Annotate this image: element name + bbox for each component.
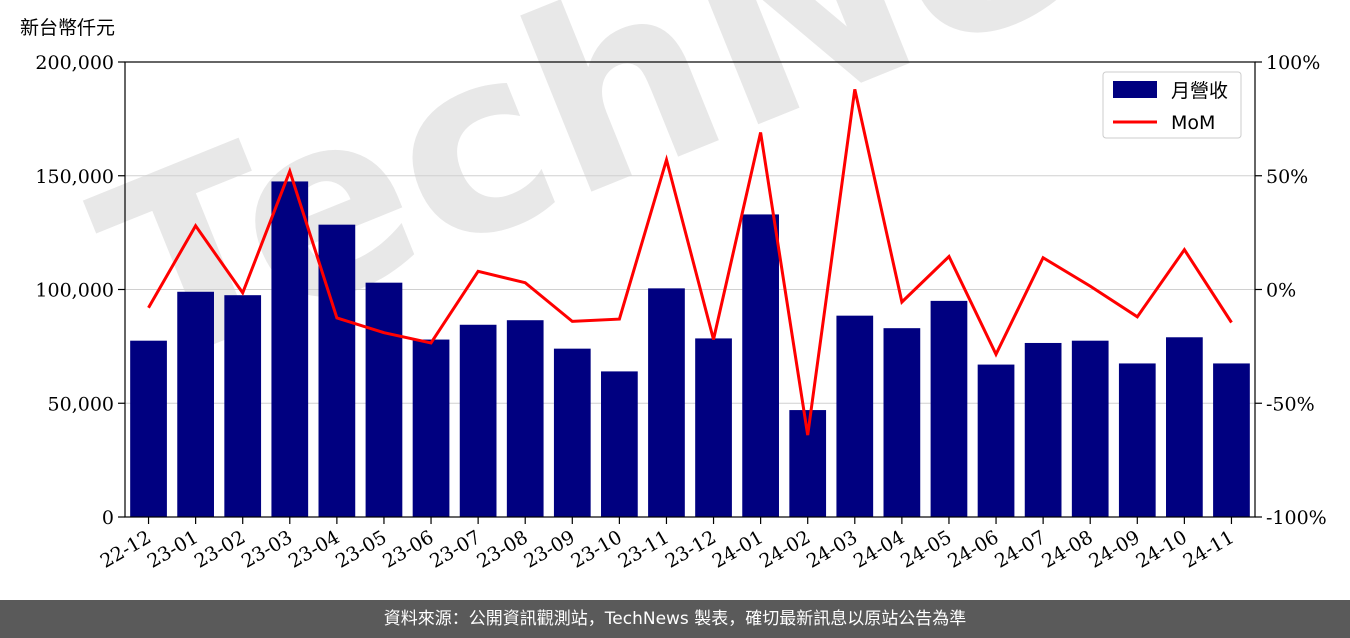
x-tick-label: 24-01 [709,526,767,572]
x-tick-label: 24-04 [850,526,908,572]
legend-label-monthly-revenue: 月營收 [1171,80,1228,102]
bar-series-monthly-revenue [130,181,1250,518]
x-tick-label: 23-01 [144,526,202,572]
x-tick-label: 23-05 [332,526,390,572]
x-tick-label: 24-02 [756,526,814,572]
legend: 月營收 MoM [1102,71,1242,139]
right-tick-label: 50% [1266,166,1308,188]
bar-24-10 [1166,337,1203,517]
x-tick-label: 24-10 [1132,526,1190,572]
bar-23-04 [318,224,356,517]
x-tick-label: 24-05 [897,526,955,572]
bar-23-12 [695,338,732,517]
y-axis-unit-label: 新台幣仟元 [20,17,115,39]
x-tick-label: 23-07 [426,526,484,572]
right-tick-label: -100% [1266,507,1327,529]
bar-23-05 [365,282,403,517]
bar-23-09 [553,348,591,517]
bar-23-02 [224,295,262,517]
x-tick-label: 24-06 [944,526,1002,572]
bar-24-09 [1118,363,1156,517]
x-tick-label: 24-11 [1180,526,1238,572]
x-tick-label: 24-03 [803,526,861,572]
bar-24-04 [883,328,921,517]
bar-23-07 [459,324,497,517]
revenue-mom-chart: TechNews 新台幣仟元 050,000100,000150,000200,… [20,0,1350,573]
x-tick-label: 22-12 [97,526,155,572]
left-tick-label: 100,000 [35,280,114,302]
mom-line [147,88,1233,436]
bar-23-10 [601,371,638,517]
left-tick-label: 0 [102,507,114,529]
bar-24-03 [836,315,874,517]
x-tick-label: 23-04 [285,526,343,572]
bar-23-03 [271,181,309,517]
bar-22-12 [130,340,167,517]
x-tick-label: 23-08 [473,526,531,572]
axes: 0 50,000 100,000 150,000 200,000 -100% -50% 0% 5… [35,52,1326,573]
bar-23-08 [506,320,544,517]
x-tick-label: 24-09 [1085,526,1143,572]
bar-23-01 [177,291,214,517]
x-tick-label: 23-03 [238,526,296,572]
legend-label-mom: MoM [1171,112,1215,134]
bar-24-06 [977,364,1015,517]
right-tick-label: -50% [1266,393,1315,415]
left-tick-label: 50,000 [48,393,114,415]
x-tick-label: 24-07 [991,526,1049,572]
bar-23-11 [648,288,685,517]
right-tick-label: 100% [1266,52,1320,74]
x-tick-label: 23-09 [520,526,578,572]
x-tick-label: 23-10 [567,526,625,572]
legend-swatch-monthly-revenue [1113,81,1157,98]
bar-24-11 [1213,363,1250,517]
x-tick-label: 23-12 [662,526,720,572]
footer-source-note: 資料來源：公開資訊觀測站，TechNews 製表，確切最新訊息以原站公告為準 [0,600,1350,638]
bar-24-08 [1071,340,1109,517]
x-tick-label: 23-11 [615,526,673,572]
left-tick-label: 150,000 [35,166,114,188]
left-tick-label: 200,000 [35,52,114,74]
x-tick-label: 24-08 [1038,526,1096,572]
bar-24-05 [930,300,968,517]
x-tick-label: 23-02 [191,526,249,572]
bar-24-01 [742,214,779,518]
right-tick-label: 0% [1266,280,1296,302]
line-series-mom [147,88,1233,436]
bar-23-06 [412,339,450,517]
x-tick-label: 23-06 [379,526,437,572]
bar-24-07 [1024,342,1062,517]
